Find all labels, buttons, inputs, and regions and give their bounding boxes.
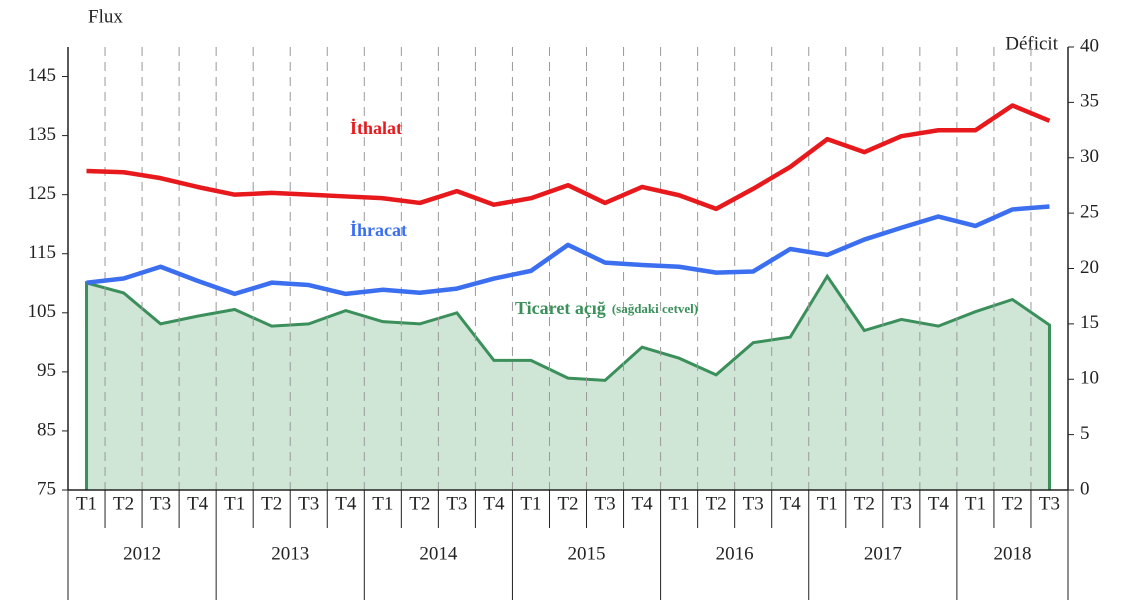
y2-tick-label: 25 — [1080, 201, 1099, 222]
x-tick-label: T4 — [928, 493, 950, 514]
series-label: İthalat — [350, 118, 402, 138]
y2-tick-label: 15 — [1080, 312, 1099, 333]
x-tick-label: T2 — [706, 493, 727, 514]
year-label: 2013 — [271, 543, 309, 564]
y-tick-label: 145 — [28, 65, 57, 86]
x-tick-label: T1 — [520, 493, 541, 514]
x-tick-label: T2 — [113, 493, 134, 514]
x-tick-label: T1 — [224, 493, 245, 514]
y2-axis-title: Déficit — [1005, 33, 1058, 54]
y2-tick-label: 40 — [1080, 35, 1099, 56]
y-tick-label: 125 — [28, 183, 57, 204]
x-tick-label: T3 — [594, 493, 615, 514]
y2-tick-label: 10 — [1080, 368, 1099, 389]
x-tick-label: T3 — [446, 493, 467, 514]
year-label: 2015 — [568, 543, 606, 564]
x-tick-label: T3 — [743, 493, 764, 514]
x-tick-label: T3 — [891, 493, 912, 514]
series-note: (sağdaki cetvel) — [612, 301, 698, 316]
y-tick-label: 95 — [37, 360, 56, 381]
line — [86, 204, 1050, 297]
y-tick-label: 105 — [28, 301, 57, 322]
area — [85, 273, 1051, 490]
y2-tick-label: 5 — [1080, 423, 1090, 444]
line — [86, 103, 1051, 212]
x-tick-label: T4 — [335, 493, 357, 514]
x-tick-label: T1 — [817, 493, 838, 514]
y2-tick-label: 0 — [1080, 478, 1090, 499]
y-tick-label: 75 — [37, 478, 56, 499]
x-tick-label: T3 — [1039, 493, 1060, 514]
x-tick-label: T3 — [150, 493, 171, 514]
y2-tick-label: 35 — [1080, 91, 1099, 112]
series-name: İhracat — [350, 220, 407, 240]
year-label: 2012 — [123, 543, 161, 564]
year-label: 2014 — [419, 543, 458, 564]
y-tick-label: 85 — [37, 419, 56, 440]
year-label: 2018 — [993, 543, 1031, 564]
x-tick-label: T2 — [261, 493, 282, 514]
x-tick-label: T4 — [780, 493, 802, 514]
series-label: İhracat — [350, 220, 407, 240]
year-label: 2017 — [864, 543, 902, 564]
x-tick-label: T1 — [965, 493, 986, 514]
x-tick-label: T4 — [632, 493, 654, 514]
y-tick-label: 115 — [28, 242, 56, 263]
x-tick-label: T4 — [187, 493, 209, 514]
x-tick-label: T2 — [409, 493, 430, 514]
x-tick-label: T4 — [483, 493, 505, 514]
y2-tick-label: 20 — [1080, 257, 1099, 278]
series-label: Ticaret açığ (sağdaki cetvel) — [515, 298, 698, 318]
x-tick-label: T1 — [76, 493, 97, 514]
y-axis-title: Flux — [88, 6, 123, 27]
x-tick-label: T2 — [854, 493, 875, 514]
x-tick-label: T2 — [557, 493, 578, 514]
y2-tick-label: 30 — [1080, 146, 1099, 167]
x-tick-label: T2 — [1002, 493, 1023, 514]
year-label: 2016 — [716, 543, 754, 564]
series-name: İthalat — [350, 118, 402, 138]
series-name: Ticaret açığ — [515, 298, 606, 318]
area-layer — [85, 273, 1051, 490]
x-tick-label: T1 — [669, 493, 690, 514]
x-tick-label: T1 — [372, 493, 393, 514]
y-tick-label: 135 — [28, 124, 57, 145]
x-tick-label: T3 — [298, 493, 319, 514]
